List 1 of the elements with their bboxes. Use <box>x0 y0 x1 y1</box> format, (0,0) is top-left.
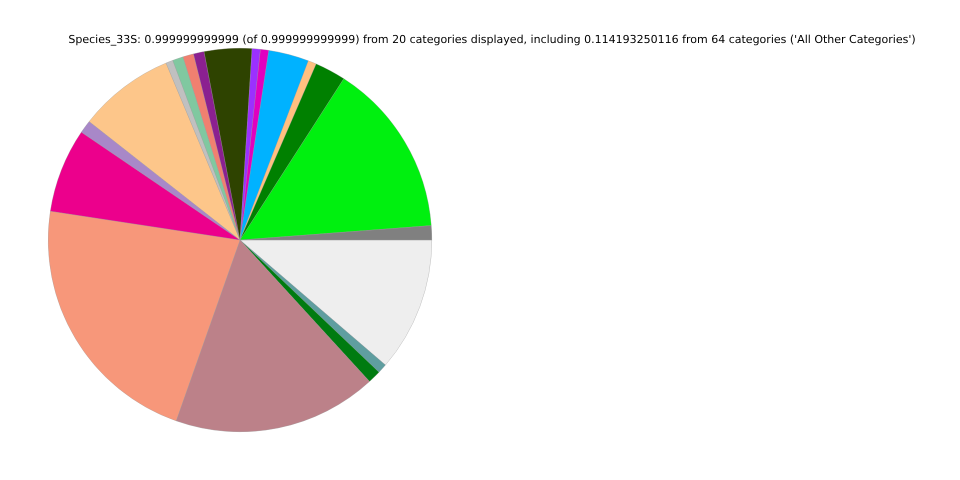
text: Species_33S: 0.999999999999 (of 0.999999999999) from 20 categories displayed, including 0.114193250116 from 64 categories ('All Other Categories') <box>68 32 916 46</box>
